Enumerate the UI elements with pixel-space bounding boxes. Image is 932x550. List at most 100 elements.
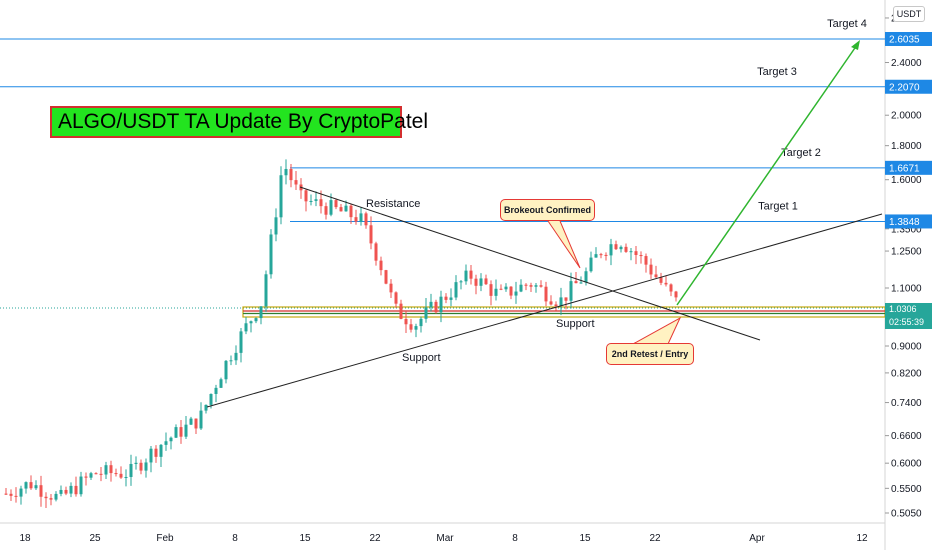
candle-body <box>214 387 218 394</box>
annotations: Resistance Support Support <box>366 198 595 364</box>
candle-body <box>124 476 128 478</box>
candle-body <box>609 244 613 256</box>
candle-body <box>449 297 453 300</box>
candle-body <box>519 284 523 292</box>
candle-body <box>524 284 528 286</box>
candle-body <box>469 270 473 279</box>
candle-body <box>419 318 423 327</box>
candle-body <box>164 441 168 445</box>
candle-body <box>159 444 163 457</box>
x-axis: 18 25 Feb 8 15 22 Mar 8 15 22 Apr 12 <box>19 533 868 544</box>
x-tick-label: Feb <box>156 533 174 544</box>
candle-body <box>659 277 663 283</box>
candle-body <box>394 292 398 304</box>
candle-body <box>269 234 273 275</box>
candle-body <box>594 254 598 258</box>
candle-body <box>634 251 638 256</box>
candle-body <box>314 199 318 201</box>
candle-body <box>179 427 183 437</box>
candle-body <box>239 331 243 353</box>
candle-body <box>289 168 293 181</box>
candle-body <box>434 301 438 313</box>
candle-body <box>254 318 258 322</box>
x-tick-label: 8 <box>512 533 518 544</box>
candle-body <box>284 168 288 176</box>
x-tick-label: 12 <box>856 533 868 544</box>
candle-body <box>579 282 583 284</box>
x-tick-label: 8 <box>232 533 238 544</box>
candle-body <box>84 476 88 478</box>
candle-body <box>409 324 413 330</box>
candle-body <box>649 264 653 275</box>
y-tick-label: 0.6600 <box>891 431 922 442</box>
candle-body <box>569 281 573 301</box>
candle-body <box>34 485 38 489</box>
candle-body <box>329 200 333 215</box>
candle-body <box>139 462 143 471</box>
candle-body <box>324 206 328 215</box>
candle-body <box>149 448 153 463</box>
candle-body <box>654 274 658 278</box>
candle-body <box>414 326 418 330</box>
target-label: Target 3 <box>757 66 797 78</box>
candle-body <box>334 200 338 208</box>
target-price-badge <box>885 160 932 175</box>
candle-body <box>9 493 13 496</box>
candle-body <box>39 485 43 497</box>
x-tick-label: Apr <box>749 533 765 544</box>
candle-body <box>204 404 208 411</box>
projection-arrow <box>676 40 860 306</box>
candle-body <box>644 256 648 265</box>
y-tick-label: 0.5500 <box>891 484 922 495</box>
candle-body <box>379 260 383 271</box>
candle-body <box>144 462 148 471</box>
candle-body <box>534 285 538 287</box>
target-label: Target 1 <box>758 200 798 212</box>
unit-badge[interactable]: USDT <box>893 6 925 22</box>
candle-body <box>59 489 63 494</box>
trendlines <box>206 186 883 408</box>
current-price-label: 1.0306 <box>885 303 932 316</box>
candle-body <box>429 301 433 308</box>
candle-body <box>664 282 668 285</box>
support-label-right: Support <box>556 318 595 330</box>
y-tick-label: 1.1000 <box>891 283 922 294</box>
candle-body <box>444 296 448 300</box>
y-tick-label: 0.7400 <box>891 398 922 409</box>
target-label: Target 2 <box>781 147 821 159</box>
candle-body <box>174 427 178 438</box>
candle-body <box>209 393 213 405</box>
retest-callout-text: 2nd Retest / Entry <box>611 349 689 359</box>
x-tick-label: Mar <box>436 533 454 544</box>
candle-body <box>309 200 313 202</box>
target-price-text: 1.6671 <box>889 163 920 174</box>
candle-body <box>14 495 18 497</box>
candle-body <box>364 213 368 226</box>
chart-title: ALGO/USDT TA Update By CryptoPatel <box>50 106 428 138</box>
candle-body <box>509 286 513 296</box>
candle-body <box>514 291 518 296</box>
level-labels: 2.6035 2.2070 1.6671 1.3848 <box>885 32 932 229</box>
candle-body <box>619 246 623 250</box>
candle-body <box>4 493 8 495</box>
arrow-shaft <box>676 44 858 306</box>
candle-body <box>669 284 673 292</box>
candle-body <box>234 352 238 361</box>
target-price-badge <box>885 32 932 46</box>
y-tick-label: 1.8000 <box>891 141 922 152</box>
candle-body <box>624 246 628 252</box>
candle-body <box>604 254 608 256</box>
arrow-head <box>851 40 860 50</box>
candle-body <box>279 175 283 218</box>
support-trendline <box>206 213 883 408</box>
candle-body <box>494 288 498 296</box>
candle-body <box>459 281 463 283</box>
candle-body <box>489 284 493 296</box>
candle-body <box>479 278 483 286</box>
candle-body <box>264 274 268 307</box>
candle-body <box>19 488 23 497</box>
candle-body <box>499 288 503 290</box>
candle-body <box>599 254 603 256</box>
y-tick-label: 1.2500 <box>891 247 922 258</box>
